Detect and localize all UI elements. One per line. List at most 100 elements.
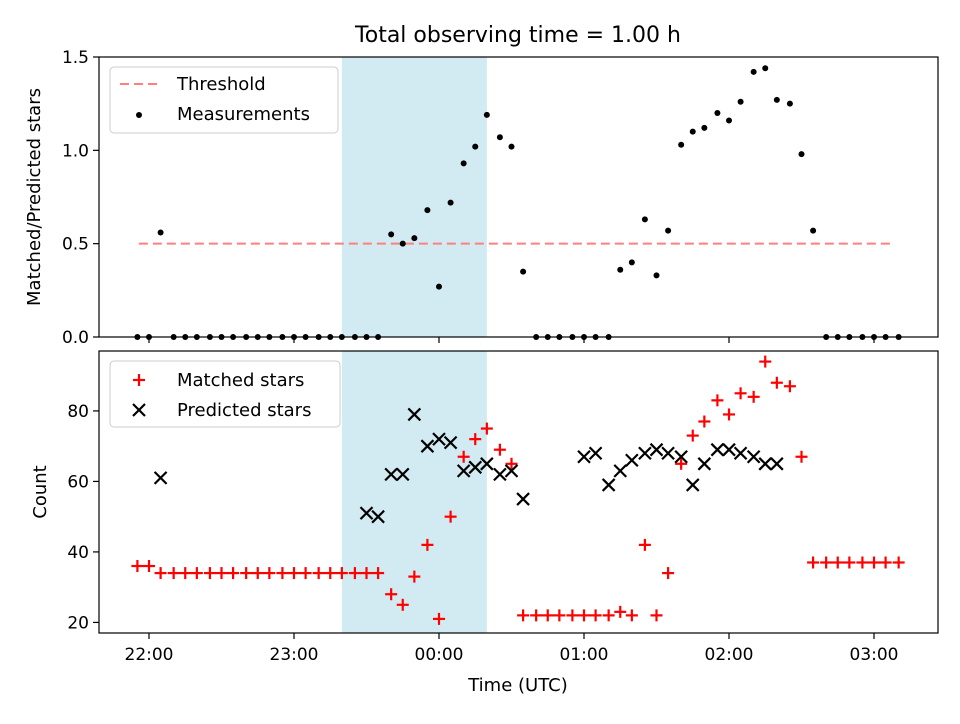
predicted-marker-b: [371, 509, 385, 524]
predicted-marker-b: [384, 467, 398, 482]
predicted-marker-b: [443, 435, 458, 450]
matched-point: [625, 609, 638, 622]
matched-point: [662, 567, 675, 580]
matched-point: [675, 457, 688, 470]
predicted-marker-b: [685, 478, 700, 492]
matched-point: [820, 556, 833, 569]
predicted-point: [746, 449, 761, 464]
predicted-marker-b: [661, 446, 675, 461]
measurement-point: [424, 207, 431, 214]
matched-point: [553, 609, 566, 622]
legend-measurement-swatch: [136, 112, 142, 118]
matched-point: [856, 556, 869, 569]
matched-point: [154, 567, 167, 580]
matched-point: [734, 387, 747, 400]
predicted-marker-b: [480, 457, 494, 471]
predicted-marker-b: [420, 439, 435, 453]
predicted-point: [649, 442, 664, 457]
matched-point: [711, 394, 724, 407]
matched-point: [263, 567, 276, 580]
bottom-ylabel: Count: [30, 465, 51, 518]
matched-point: [843, 556, 856, 569]
predicted-marker-b: [746, 449, 761, 464]
predicted-marker-b: [638, 446, 652, 461]
predicted-point: [420, 439, 435, 453]
predicted-marker-b: [153, 471, 168, 485]
y-tick-label: 0.0: [62, 328, 89, 348]
predicted-point: [456, 464, 471, 478]
measurement-point: [628, 259, 635, 266]
matched-point: [324, 567, 337, 580]
matched-point: [807, 556, 820, 569]
measurement-point: [810, 227, 817, 234]
measurement-point: [641, 216, 648, 223]
matched-point: [372, 567, 385, 580]
predicted-point: [613, 464, 628, 478]
matched-point: [444, 510, 457, 523]
x-tick-label: 22:00: [125, 645, 174, 665]
predicted-point: [493, 467, 507, 482]
predicted-point: [710, 442, 725, 457]
measurement-point: [157, 229, 164, 236]
matched-point: [421, 538, 434, 551]
matched-point: [240, 567, 253, 580]
predicted-point: [758, 457, 773, 471]
top-panel: 0.0 0.5 1.0 1.5 Threshold Measurements: [62, 48, 939, 348]
legend-box: [109, 66, 339, 134]
highlight-span: [341, 57, 487, 337]
measurement-point: [786, 100, 793, 107]
matched-point: [614, 605, 627, 618]
predicted-point: [359, 506, 374, 520]
y-tick-label: 60: [67, 472, 89, 492]
matched-point: [770, 376, 783, 389]
measurement-point: [762, 65, 769, 72]
matched-point: [396, 598, 409, 611]
matched-point: [831, 556, 844, 569]
measurement-point: [773, 96, 780, 103]
matched-point: [408, 570, 421, 583]
matched-point: [131, 560, 144, 573]
matched-point: [759, 355, 772, 368]
predicted-point: [443, 435, 458, 450]
legend-predicted-swatch-b: [132, 403, 146, 417]
highlight-span: [341, 351, 487, 633]
matched-point: [686, 429, 699, 442]
predicted-point: [432, 432, 446, 446]
predicted-marker-b: [649, 442, 664, 457]
predicted-marker-b: [407, 407, 422, 422]
predicted-point: [504, 464, 519, 478]
predicted-point: [577, 449, 591, 464]
predicted-marker-b: [770, 457, 784, 471]
matched-point: [299, 567, 312, 580]
bottom-axes-frame: [98, 350, 939, 634]
matched-point: [783, 380, 796, 393]
matched-point: [227, 567, 240, 580]
predicted-point: [371, 509, 385, 524]
bottom-panel: 20 40 60 80 22:00 23:00 00:00 01:00 02:00 03:00 Ma…: [67, 350, 939, 665]
matched-point: [493, 443, 506, 456]
measurement-point: [678, 141, 685, 148]
measurement-point: [665, 227, 672, 234]
matched-point: [335, 567, 348, 580]
matched-point: [530, 609, 543, 622]
top-axes-frame: [98, 56, 939, 338]
predicted-marker-b: [722, 442, 736, 457]
matched-point: [795, 450, 808, 463]
predicted-point: [625, 453, 639, 468]
predicted-point: [384, 467, 398, 482]
predicted-marker-b: [588, 446, 603, 461]
predicted-point: [588, 446, 603, 461]
bottom-legend: Matched stars Predicted stars: [109, 360, 341, 428]
measurement-point: [653, 272, 660, 279]
legend-label: Measurements: [177, 104, 310, 125]
predicted-marker-b: [359, 506, 374, 520]
predicted-marker-b: [758, 457, 773, 471]
measurement-point: [520, 268, 527, 275]
y-tick-label: 20: [67, 613, 89, 633]
measurement-point: [447, 199, 454, 206]
matched-point: [879, 556, 892, 569]
y-tick-label: 0.5: [62, 235, 89, 255]
chart-title: Total observing time = 1.00 h: [354, 23, 681, 48]
predicted-marker-b: [504, 464, 519, 478]
